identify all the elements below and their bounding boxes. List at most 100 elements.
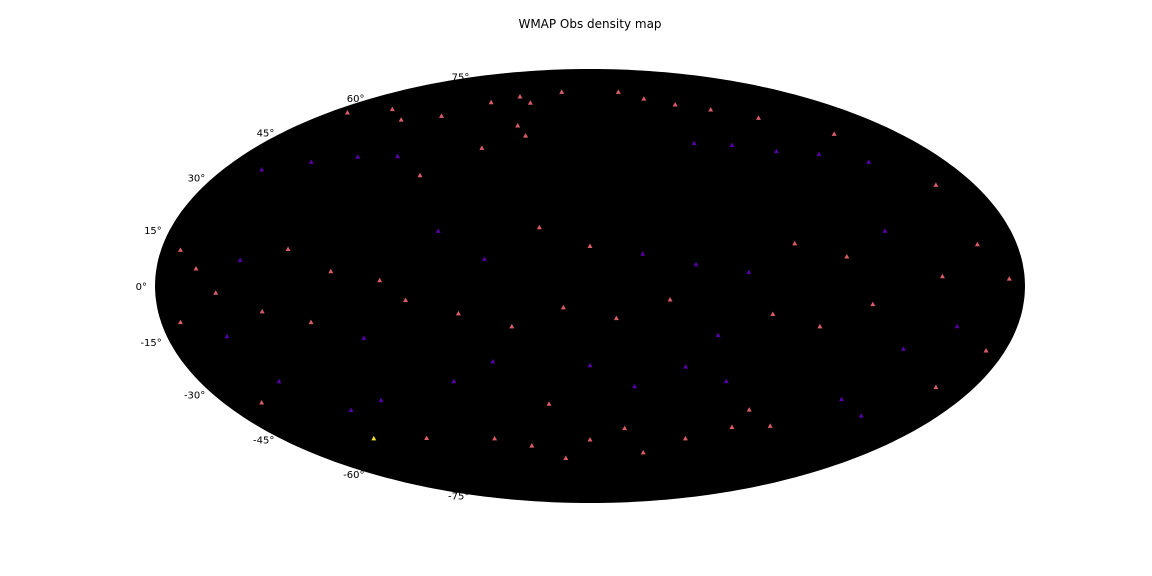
density-cell bbox=[523, 133, 529, 138]
density-cell bbox=[640, 251, 646, 256]
density-cell bbox=[1006, 276, 1012, 281]
lat-tick-label: 30° bbox=[188, 174, 206, 185]
density-cell bbox=[792, 240, 798, 246]
latitude-tick-labels: -75° -60° -45° -30° -15° 0° 15° 30° 45° 60° 75° bbox=[136, 72, 470, 502]
density-cell bbox=[439, 113, 445, 118]
density-cell bbox=[435, 228, 441, 233]
density-cell bbox=[515, 123, 521, 128]
density-cell bbox=[900, 346, 906, 351]
density-cell bbox=[933, 384, 939, 390]
density-cell bbox=[817, 323, 823, 329]
density-cell bbox=[259, 167, 265, 172]
density-cell bbox=[488, 99, 494, 105]
density-cell bbox=[866, 159, 872, 164]
density-cell bbox=[640, 449, 646, 455]
density-cell bbox=[285, 246, 291, 252]
density-cell bbox=[723, 378, 729, 384]
density-cell bbox=[328, 268, 334, 274]
density-cell bbox=[870, 301, 876, 307]
density-cell bbox=[667, 297, 673, 302]
lat-tick-label: -45° bbox=[253, 435, 274, 446]
density-cell bbox=[395, 153, 401, 159]
density-cell bbox=[536, 224, 542, 230]
density-cell bbox=[177, 319, 183, 325]
density-cell bbox=[361, 335, 367, 340]
density-cell bbox=[403, 297, 409, 303]
density-cell bbox=[939, 273, 945, 279]
density-cell bbox=[529, 443, 535, 448]
lat-tick-label: 15° bbox=[144, 226, 162, 237]
density-cell bbox=[683, 364, 689, 369]
density-cell bbox=[729, 142, 735, 148]
density-cell bbox=[377, 277, 383, 283]
density-cell bbox=[276, 378, 282, 384]
density-cell bbox=[831, 131, 837, 136]
lat-tick-label: -30° bbox=[184, 391, 205, 402]
density-cell bbox=[563, 455, 569, 460]
lat-tick-label: 75° bbox=[452, 72, 470, 83]
lat-tick-label: 45° bbox=[257, 129, 275, 140]
density-cell bbox=[344, 110, 350, 115]
density-cell bbox=[509, 323, 515, 329]
density-cell bbox=[348, 407, 354, 412]
density-cell bbox=[770, 311, 776, 317]
density-cell bbox=[641, 96, 647, 101]
density-cell bbox=[371, 435, 377, 441]
density-cell bbox=[767, 423, 773, 428]
density-cell bbox=[954, 323, 960, 329]
density-cell bbox=[755, 115, 761, 120]
density-cell bbox=[746, 407, 752, 412]
density-cell bbox=[546, 401, 552, 406]
density-cell bbox=[844, 254, 850, 259]
density-cell bbox=[389, 106, 395, 112]
chart-title: WMAP Obs density map bbox=[518, 17, 661, 31]
density-cell bbox=[560, 304, 566, 310]
density-cell bbox=[177, 247, 183, 252]
density-cell bbox=[398, 117, 404, 122]
density-cell bbox=[559, 89, 565, 94]
density-cell bbox=[587, 243, 593, 248]
density-cell bbox=[933, 182, 939, 187]
density-cell bbox=[237, 257, 243, 262]
density-cell bbox=[424, 435, 430, 440]
lat-tick-label: 0° bbox=[136, 282, 147, 293]
density-cell bbox=[527, 100, 533, 105]
density-cell bbox=[587, 362, 593, 368]
lat-tick-label: 60° bbox=[347, 94, 365, 105]
density-cell bbox=[983, 347, 989, 353]
density-cell bbox=[355, 154, 361, 159]
density-cell bbox=[613, 315, 619, 321]
density-cell bbox=[715, 332, 721, 338]
density-cell bbox=[682, 435, 688, 441]
density-cell bbox=[492, 435, 498, 441]
density-cell bbox=[417, 172, 423, 178]
density-cell bbox=[693, 261, 699, 267]
density-cell bbox=[259, 399, 265, 405]
density-cell bbox=[816, 151, 822, 157]
density-cell bbox=[490, 358, 496, 364]
density-cell bbox=[213, 290, 219, 295]
density-cell bbox=[479, 145, 485, 150]
density-cell bbox=[587, 436, 593, 442]
density-cell bbox=[193, 266, 199, 271]
lat-tick-label: -75° bbox=[448, 492, 469, 503]
density-cell bbox=[259, 308, 265, 314]
density-cell bbox=[632, 383, 638, 389]
density-cell bbox=[729, 424, 735, 429]
projection-ellipse bbox=[155, 69, 1025, 503]
density-cells bbox=[177, 89, 1012, 460]
density-cell bbox=[974, 241, 980, 247]
lat-tick-label: -60° bbox=[343, 470, 364, 481]
density-cell bbox=[858, 413, 864, 418]
density-cell bbox=[378, 397, 384, 403]
density-cell bbox=[615, 89, 621, 94]
density-cell bbox=[691, 140, 697, 146]
lat-tick-label: -15° bbox=[140, 338, 161, 349]
density-cell bbox=[308, 159, 314, 164]
density-cell bbox=[622, 425, 628, 431]
density-cell bbox=[481, 256, 487, 261]
density-cell bbox=[455, 310, 461, 316]
density-cell bbox=[517, 93, 523, 99]
density-cell bbox=[708, 106, 714, 112]
